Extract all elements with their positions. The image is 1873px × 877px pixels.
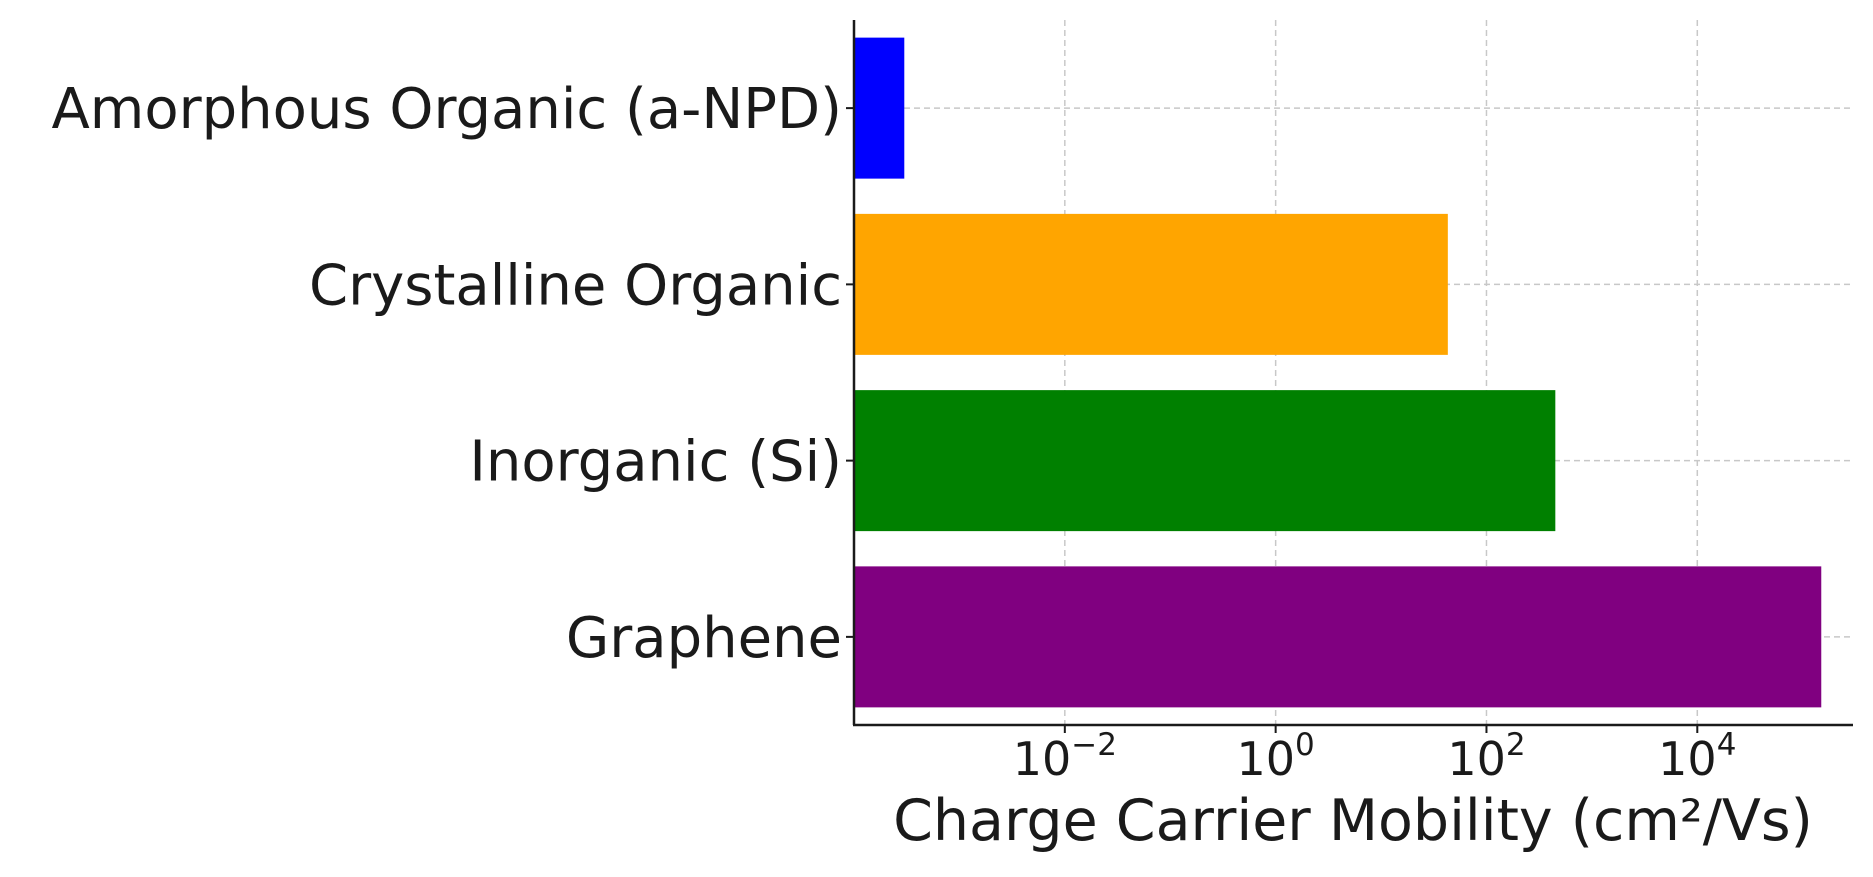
x-tick-label: 10−2 bbox=[1013, 727, 1117, 786]
bar-inorganic-si bbox=[854, 390, 1556, 532]
x-axis-title: Charge Carrier Mobility (cm²/Vs) bbox=[893, 788, 1813, 854]
x-tick-label: 104 bbox=[1658, 727, 1736, 786]
category-label: Amorphous Organic (a-NPD) bbox=[51, 77, 842, 142]
category-label: Inorganic (Si) bbox=[469, 430, 842, 495]
axis-layer bbox=[852, 20, 1853, 727]
x-tick-label: 100 bbox=[1237, 727, 1315, 786]
bar-layer bbox=[854, 37, 1822, 708]
bar-crystalline-organic bbox=[854, 213, 1448, 355]
label-layer: 10−2 100 102 104 Amorphous Organic (a-NPD) Cr… bbox=[51, 77, 1736, 786]
x-tick-label: 102 bbox=[1447, 727, 1525, 786]
category-label: Crystalline Organic bbox=[309, 253, 842, 318]
bar-graphene bbox=[854, 566, 1822, 708]
category-label: Graphene bbox=[566, 606, 842, 671]
bar-amorphous-organic-a-npd bbox=[854, 37, 905, 179]
